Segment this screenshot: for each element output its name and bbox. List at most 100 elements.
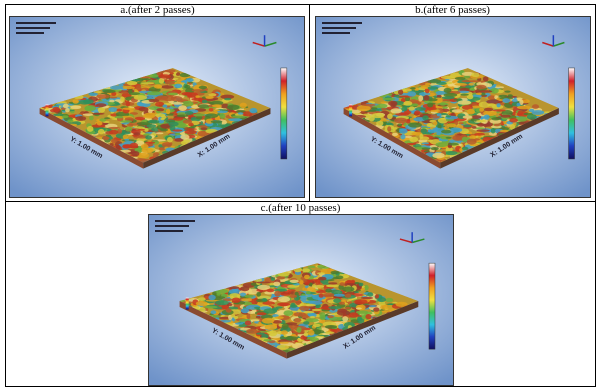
surface-patch [282,323,289,329]
surface-patch [127,81,137,85]
surface-patch [148,120,160,124]
surface-patch [198,104,209,108]
surface-patch [149,99,160,102]
surface-patch [479,108,484,112]
surface-patch [96,94,110,98]
surface-patch [134,95,147,100]
surface-patch [72,99,78,104]
caption: a.(after 2 passes) [6,5,309,16]
surface-patch [108,107,117,112]
surface-patch [279,342,289,344]
surface-patch [479,90,493,93]
surface-patch [390,102,396,108]
surface-patch [491,117,500,120]
surface-patch [439,139,448,141]
surface-patch [361,297,373,299]
surface-patch [111,138,117,143]
surface-patch [509,118,518,122]
surface-patch [335,276,343,280]
surface-patch [380,119,390,121]
surface-patch [471,72,479,77]
surface-patch [138,129,146,131]
surface-patch [120,120,132,122]
surface-patch [240,286,249,291]
surface-patch [497,103,501,107]
surface-patch [465,85,474,88]
surface-patch [422,142,430,144]
surface-patch [493,109,506,111]
surface-patch [394,118,407,124]
surface-patch [65,108,70,112]
surface-patch [290,305,298,308]
surface-patch [185,111,194,115]
surface-patch [63,104,69,108]
surface-patch [431,147,439,150]
surface-patch [477,123,485,127]
surface-patch [89,116,94,121]
surface-patch [126,102,130,107]
panel-a: a.(after 2 passes) Y: 1.00 mmX: 1.00 mm [6,5,310,202]
surface-patch [67,119,73,122]
surface-patch [195,95,199,98]
surface-patch [196,301,208,306]
surface-patch [381,102,387,104]
surface-patch [319,315,325,321]
surface-patch [419,136,429,140]
surface-patch [133,132,140,135]
surface-patch [117,109,123,112]
surface-patch [274,291,280,297]
surface-patch [518,110,523,115]
surface-patch [238,112,244,115]
surface-patch [166,109,170,115]
surface-patch [345,294,352,298]
surface-patch [318,277,326,281]
surface-patch [304,332,309,336]
surface-patch [484,108,493,112]
surface-patch [208,295,215,300]
surface-patch [185,85,191,89]
surface-patch [256,316,261,319]
surface-patch [245,321,251,326]
surface-patch [285,336,298,340]
surface-patch [98,129,105,134]
surface-patch [128,89,132,94]
surface-patch [365,314,371,319]
surface-patch [156,132,164,134]
surface-patch [477,129,490,132]
surface-patch [440,103,447,106]
surface-patch [71,106,82,110]
surface-patch [53,114,63,117]
surface-patch [281,330,288,335]
color-bar [281,68,287,159]
info-line [16,22,56,24]
surface-patch [340,282,346,286]
surface-patch [472,126,477,129]
legend-mini-bar [349,104,352,116]
surface-patch [469,83,474,86]
surface-patch [532,104,539,109]
surface-patch [256,292,261,297]
surface-patch [430,110,440,112]
surface-patch [92,113,105,115]
surface-patch [442,106,447,108]
surface-patch [88,93,98,96]
surface-patch [355,299,368,304]
surface-patch [467,109,475,115]
surface-patch [180,134,189,139]
info-line [322,32,350,34]
surface-patch [211,310,217,314]
surface-patch [372,113,385,118]
surface-patch [532,110,545,115]
surface-patch [452,109,463,113]
surface-patch [414,110,420,114]
surface-patch [303,321,309,325]
surface-patch [463,115,473,118]
surface-patch [249,108,257,113]
surface-patch [476,93,482,95]
surface-patch [174,84,182,88]
surface-patch [437,113,442,116]
surface-patch [375,294,379,298]
surface-patch [124,139,129,141]
